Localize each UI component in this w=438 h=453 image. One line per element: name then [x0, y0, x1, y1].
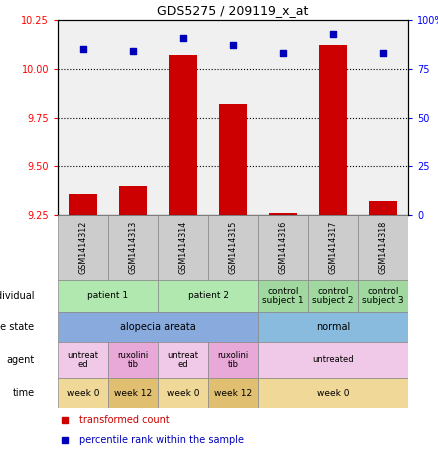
Point	[329, 30, 336, 37]
Text: disease state: disease state	[0, 322, 35, 332]
Bar	[358, 280, 408, 312]
Text: normal: normal	[316, 322, 350, 332]
Text: GSM1414318: GSM1414318	[378, 221, 388, 274]
Text: GSM1414312: GSM1414312	[78, 221, 88, 274]
Bar	[208, 215, 258, 280]
Bar	[269, 213, 297, 215]
Bar	[58, 378, 108, 408]
Text: alopecia areata: alopecia areata	[120, 322, 196, 332]
Text: GSM1414316: GSM1414316	[279, 221, 287, 274]
Bar	[158, 342, 208, 378]
Text: GSM1414315: GSM1414315	[229, 221, 237, 274]
Point	[130, 48, 137, 55]
Text: week 0: week 0	[317, 389, 349, 397]
Bar	[219, 104, 247, 215]
Text: ruxolini
tib: ruxolini tib	[217, 351, 249, 369]
Bar	[319, 45, 347, 215]
Bar	[258, 342, 408, 378]
Text: individual: individual	[0, 291, 35, 301]
Point	[79, 46, 86, 53]
Text: patient 2: patient 2	[187, 291, 229, 300]
Text: week 0: week 0	[67, 389, 99, 397]
Text: patient 1: patient 1	[88, 291, 129, 300]
Text: time: time	[12, 388, 35, 398]
Bar	[58, 215, 108, 280]
Point	[279, 49, 286, 57]
Text: week 12: week 12	[114, 389, 152, 397]
Text: ruxolini
tib: ruxolini tib	[117, 351, 148, 369]
Text: untreat
ed: untreat ed	[167, 351, 198, 369]
Bar	[108, 215, 158, 280]
Bar	[208, 342, 258, 378]
Bar	[58, 280, 158, 312]
Bar	[258, 378, 408, 408]
Text: week 12: week 12	[214, 389, 252, 397]
Bar	[158, 378, 208, 408]
Bar	[308, 280, 358, 312]
Bar	[158, 215, 208, 280]
Bar	[69, 193, 97, 215]
Point	[379, 49, 386, 57]
Text: percentile rank within the sample: percentile rank within the sample	[79, 435, 244, 445]
Text: untreated: untreated	[312, 356, 354, 365]
Bar	[258, 312, 408, 342]
Bar	[369, 201, 397, 215]
Bar	[108, 378, 158, 408]
Bar	[208, 378, 258, 408]
Text: agent: agent	[6, 355, 35, 365]
Bar	[158, 280, 258, 312]
Text: GSM1414314: GSM1414314	[179, 221, 187, 274]
Text: untreat
ed: untreat ed	[67, 351, 99, 369]
Point	[180, 34, 187, 41]
Text: control
subject 3: control subject 3	[362, 287, 404, 305]
Bar	[358, 215, 408, 280]
Bar	[308, 215, 358, 280]
Bar	[258, 215, 308, 280]
Text: control
subject 1: control subject 1	[262, 287, 304, 305]
Bar	[169, 55, 197, 215]
Point	[230, 42, 237, 49]
Bar	[119, 186, 147, 215]
Bar	[108, 342, 158, 378]
Text: GSM1414317: GSM1414317	[328, 221, 338, 274]
Text: control
subject 2: control subject 2	[312, 287, 354, 305]
Text: week 0: week 0	[167, 389, 199, 397]
Bar	[258, 280, 308, 312]
Bar	[58, 342, 108, 378]
Bar	[58, 312, 258, 342]
Text: GSM1414313: GSM1414313	[128, 221, 138, 274]
Text: transformed count: transformed count	[79, 415, 170, 425]
Title: GDS5275 / 209119_x_at: GDS5275 / 209119_x_at	[157, 5, 309, 18]
